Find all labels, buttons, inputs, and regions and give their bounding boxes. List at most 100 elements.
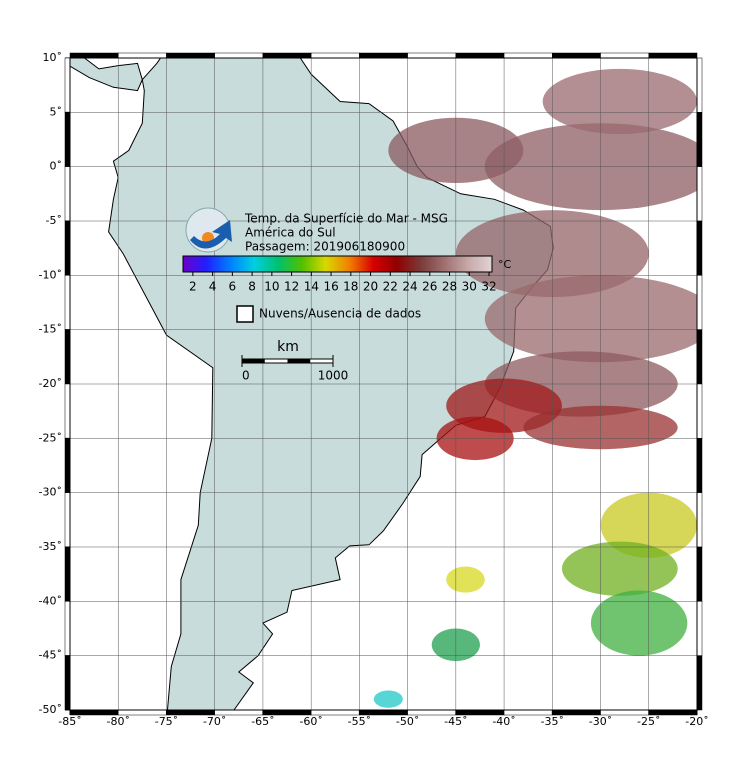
frame-segment — [64, 546, 71, 602]
pass-time: Passagem: 201906180900 — [245, 240, 405, 254]
y-tick-label: -30˚ — [39, 486, 62, 499]
frame-segment — [696, 383, 703, 439]
region: América do Sul — [245, 226, 336, 240]
frame-segment — [696, 57, 703, 113]
y-tick-label: -45˚ — [39, 649, 62, 662]
colorbar — [182, 255, 493, 273]
colorbar-tick-label: 22 — [383, 280, 398, 294]
frame-segment — [64, 329, 71, 385]
colorbar-tick-label: 26 — [422, 280, 437, 294]
colorbar-tick-label: 30 — [462, 280, 477, 294]
colorbar-tick-label: 4 — [209, 280, 217, 294]
scale-tick-label: 0 — [242, 369, 250, 383]
title: Temp. da Superfície do Mar - MSG — [244, 212, 448, 226]
frame — [69, 57, 698, 711]
x-tick-label: -30˚ — [589, 715, 612, 728]
frame-segment — [696, 492, 703, 548]
colorbar-tick-label: 2 — [189, 280, 197, 294]
frame-segment — [455, 52, 505, 59]
frame-segment — [166, 52, 215, 59]
scale-bar-segment — [242, 359, 265, 363]
frame-segment — [214, 52, 264, 59]
frame-segment — [696, 655, 703, 711]
y-tick-label: -50˚ — [39, 703, 62, 716]
x-tick-label: -55˚ — [348, 715, 371, 728]
x-tick-label: -75˚ — [155, 715, 178, 728]
frame-segment — [64, 275, 71, 330]
y-tick-label: 5˚ — [50, 105, 63, 118]
x-tick-label: -35˚ — [541, 715, 564, 728]
map-area — [70, 58, 697, 710]
x-tick-label: -70˚ — [203, 715, 226, 728]
frame-segment — [69, 52, 119, 59]
frame-segment — [262, 52, 312, 59]
frame-segment — [64, 166, 71, 222]
colorbar-tick-label: 20 — [363, 280, 378, 294]
frame-segment — [696, 220, 703, 276]
x-tick-label: -25˚ — [637, 715, 660, 728]
colorbar-tick-label: 10 — [264, 280, 279, 294]
frame-segment — [64, 383, 71, 439]
frame-segment — [310, 52, 360, 59]
sst-patch — [484, 275, 697, 363]
cloud-legend-text: Nuvens/Ausencia de dados — [259, 307, 421, 321]
colorbar-tick-label: 14 — [304, 280, 319, 294]
colorbar-tick-label: 8 — [248, 280, 256, 294]
colorbar-tick-label: 6 — [229, 280, 237, 294]
colorbar-tick-label: 32 — [481, 280, 496, 294]
sst-patch — [446, 566, 485, 593]
frame-segment — [696, 329, 703, 385]
y-tick-label: -35˚ — [39, 540, 62, 553]
frame-segment — [600, 52, 650, 59]
y-tick-label: 0˚ — [50, 160, 63, 173]
frame-segment — [696, 275, 703, 330]
frame-segment — [64, 655, 71, 711]
x-tick-label: -65˚ — [251, 715, 274, 728]
x-tick-label: -20˚ — [685, 715, 708, 728]
frame-segment — [696, 546, 703, 602]
frame-segment — [64, 220, 71, 276]
x-tick-label: -80˚ — [106, 715, 129, 728]
frame-segment — [696, 601, 703, 656]
frame-segment — [64, 438, 71, 493]
frame-segment — [64, 601, 71, 656]
frame-segment — [696, 166, 703, 222]
colorbar-tick-label: 24 — [402, 280, 417, 294]
y-tick-label: -25˚ — [39, 431, 62, 444]
frame-segment — [64, 492, 71, 548]
sst-patch — [542, 68, 697, 135]
frame-segment — [503, 52, 553, 59]
y-tick-label: -15˚ — [39, 323, 62, 336]
y-tick-label: -40˚ — [39, 594, 62, 607]
frame-segment — [407, 52, 457, 59]
y-tick-label: -5˚ — [46, 214, 62, 227]
frame-segment — [64, 112, 71, 167]
frame-segment — [552, 52, 601, 59]
frame-segment — [117, 52, 167, 59]
sst-patch — [561, 541, 678, 596]
frame-segment — [359, 52, 408, 59]
sst-patch — [373, 690, 403, 708]
scale-bar-segment — [287, 359, 311, 363]
sst-patch — [590, 590, 688, 656]
frame-segment — [696, 438, 703, 493]
x-tick-label: -45˚ — [444, 715, 467, 728]
x-tick-label: -50˚ — [396, 715, 419, 728]
colorbar-tick-label: 12 — [284, 280, 299, 294]
colorbar-unit: °C — [498, 258, 512, 271]
overlay: Temp. da Superfície do Mar - MSG América… — [39, 51, 709, 728]
frame-segment — [64, 57, 71, 113]
y-tick-label: -10˚ — [39, 268, 62, 281]
logo-arrow — [190, 220, 232, 249]
scale-tick-label: 1000 — [318, 369, 349, 383]
y-tick-label: -20˚ — [39, 377, 62, 390]
colorbar-tick-label: 16 — [323, 280, 338, 294]
scale-unit: km — [277, 339, 299, 355]
frame-segment — [696, 112, 703, 167]
cloud-legend-box — [236, 305, 254, 323]
colorbar-tick-label: 28 — [442, 280, 457, 294]
x-tick-label: -40˚ — [492, 715, 515, 728]
frame-segment — [648, 52, 698, 59]
